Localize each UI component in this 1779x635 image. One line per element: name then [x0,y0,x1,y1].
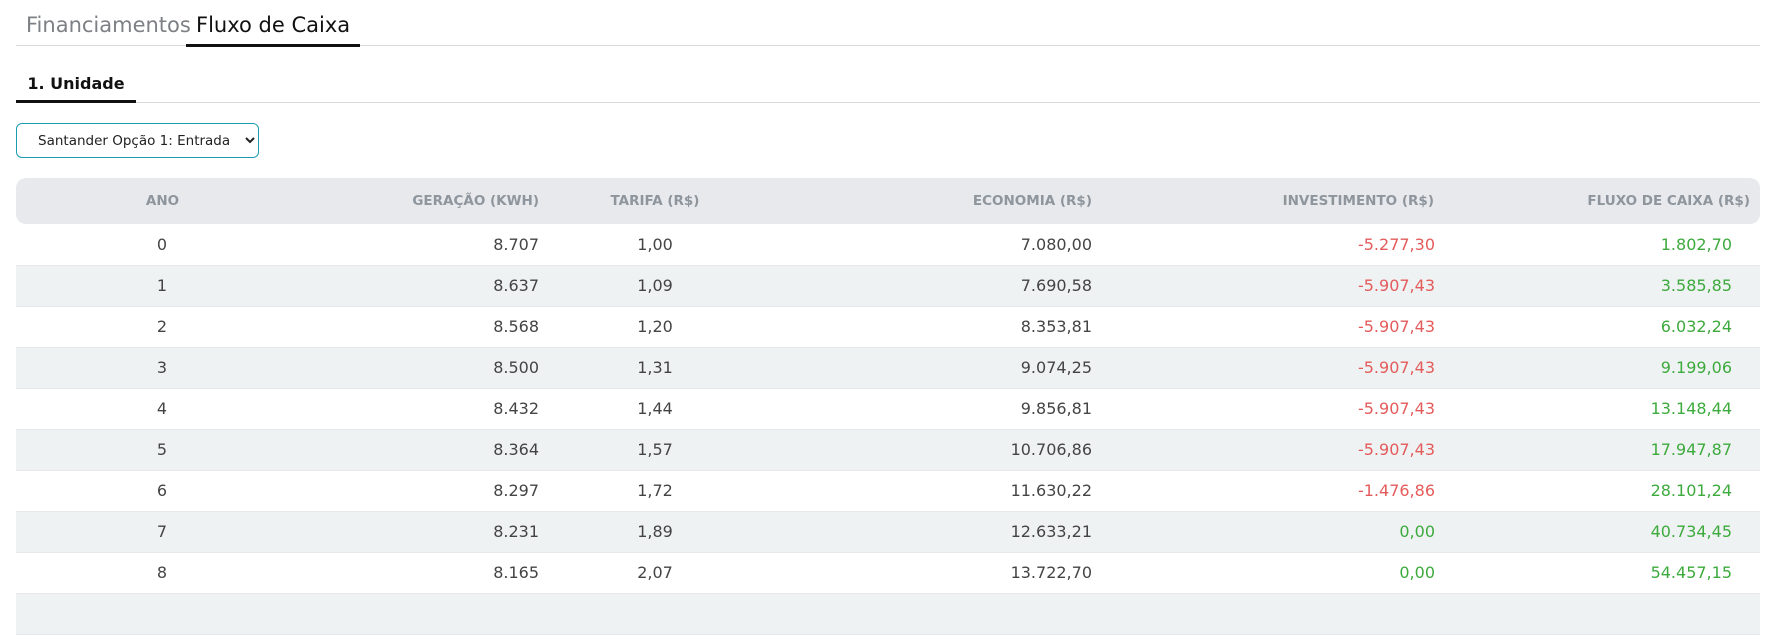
table-header-row: ANO GERAÇÃO (KWH) TARIFA (R$) ECONOMIA (… [16,178,1760,224]
column-header-economia: ECONOMIA (R$) [771,178,1093,224]
cell-empty [539,593,771,634]
cell-geracao: 8.500 [493,358,539,377]
column-header-tarifa: TARIFA (R$) [539,178,771,224]
column-header-fluxo-de-caixa: FLUXO DE CAIXA (R$) [1435,178,1760,224]
cell-tarifa: 1,09 [637,276,673,295]
cash-flow-table: ANO GERAÇÃO (KWH) TARIFA (R$) ECONOMIA (… [16,178,1760,635]
cell-economia: 7.080,00 [1020,234,1092,254]
table-row: 5 8.364 1,57 10.706,86 -5.907,43 17.947,… [16,429,1760,470]
cell-empty [1093,593,1435,634]
cell-geracao: 8.707 [493,234,539,254]
cell-tarifa: 1,44 [637,399,673,418]
cell-investimento: -5.907,43 [1357,317,1435,336]
cell-economia: 13.722,70 [1010,563,1092,582]
cell-fluxo-de-caixa: 6.032,24 [1660,317,1732,336]
cell-economia: 7.690,58 [1020,276,1092,295]
cell-ano: 1 [156,276,168,295]
cell-fluxo-de-caixa: 40.734,45 [1650,522,1732,541]
cell-fluxo-de-caixa: 1.802,70 [1660,234,1732,254]
financing-option-select-wrap: Santander Opção 1: Entrada [16,123,259,158]
table-row: 0 8.707 1,00 7.080,00 -5.277,30 1.802,70 [16,224,1760,265]
cell-ano: 3 [156,358,168,377]
cell-economia: 10.706,86 [1010,440,1092,459]
tab-fluxo-de-caixa[interactable]: Fluxo de Caixa [185,12,361,47]
cell-geracao: 8.165 [493,563,539,582]
cell-economia: 12.633,21 [1010,522,1092,541]
cell-ano: 2 [156,317,168,336]
cell-investimento: -5.907,43 [1357,276,1435,295]
cell-empty [1435,593,1760,634]
unit-tabs: 1. Unidade [16,62,1760,103]
cell-tarifa: 1,89 [637,522,673,541]
table-row: 7 8.231 1,89 12.633,21 0,00 40.734,45 [16,511,1760,552]
cell-economia: 9.074,25 [1020,358,1092,377]
cell-fluxo-de-caixa: 54.457,15 [1650,563,1732,582]
cell-empty [16,593,308,634]
column-header-geracao: GERAÇÃO (KWH) [308,178,539,224]
table-row: 1 8.637 1,09 7.690,58 -5.907,43 3.585,85 [16,265,1760,306]
cell-economia: 9.856,81 [1020,399,1092,418]
cell-tarifa: 1,57 [637,440,673,459]
cell-ano: 5 [156,440,168,459]
cell-ano: 4 [156,399,168,418]
tab-financiamentos[interactable]: Financiamentos [26,13,191,37]
cell-geracao: 8.231 [493,522,539,541]
tab-unidade-1[interactable]: 1. Unidade [16,62,136,103]
cell-fluxo-de-caixa: 3.585,85 [1660,276,1732,295]
cell-empty [771,593,1093,634]
cell-geracao: 8.637 [493,276,539,295]
cell-fluxo-de-caixa: 17.947,87 [1650,440,1732,459]
table-row: 3 8.500 1,31 9.074,25 -5.907,43 9.199,06 [16,347,1760,388]
cell-empty [308,593,539,634]
cell-economia: 11.630,22 [1010,481,1092,500]
cell-tarifa: 2,07 [637,563,673,582]
cell-fluxo-de-caixa: 13.148,44 [1650,399,1732,418]
cell-tarifa: 1,72 [637,481,673,500]
cell-ano: 6 [156,481,168,500]
cell-investimento: -5.907,43 [1357,440,1435,459]
cell-investimento: -1.476,86 [1357,481,1435,500]
cell-geracao: 8.364 [493,440,539,459]
cell-fluxo-de-caixa: 9.199,06 [1660,358,1732,377]
cell-tarifa: 1,20 [637,317,673,336]
cell-investimento: -5.907,43 [1357,399,1435,418]
cell-investimento: 0,00 [1399,563,1435,582]
column-header-investimento: INVESTIMENTO (R$) [1093,178,1435,224]
table-row: 4 8.432 1,44 9.856,81 -5.907,43 13.148,4… [16,388,1760,429]
cell-geracao: 8.568 [493,317,539,336]
cell-geracao: 8.432 [493,399,539,418]
table-row: 8 8.165 2,07 13.722,70 0,00 54.457,15 [16,552,1760,593]
table-row [16,593,1760,634]
cell-tarifa: 1,31 [637,358,673,377]
cell-ano: 8 [156,563,168,582]
financing-option-select[interactable]: Santander Opção 1: Entrada [16,123,259,158]
column-header-ano: ANO [16,178,308,224]
table-row: 2 8.568 1,20 8.353,81 -5.907,43 6.032,24 [16,306,1760,347]
table-row: 6 8.297 1,72 11.630,22 -1.476,86 28.101,… [16,470,1760,511]
cell-tarifa: 1,00 [637,234,673,254]
cell-investimento: 0,00 [1399,522,1435,541]
cell-fluxo-de-caixa: 28.101,24 [1650,481,1732,500]
cell-geracao: 8.297 [493,481,539,500]
cell-economia: 8.353,81 [1020,317,1092,336]
main-tabs: Financiamentos Fluxo de Caixa [16,0,1760,47]
cell-ano: 0 [156,234,168,254]
cell-ano: 7 [156,522,168,541]
cell-investimento: -5.277,30 [1357,234,1435,254]
cell-investimento: -5.907,43 [1357,358,1435,377]
